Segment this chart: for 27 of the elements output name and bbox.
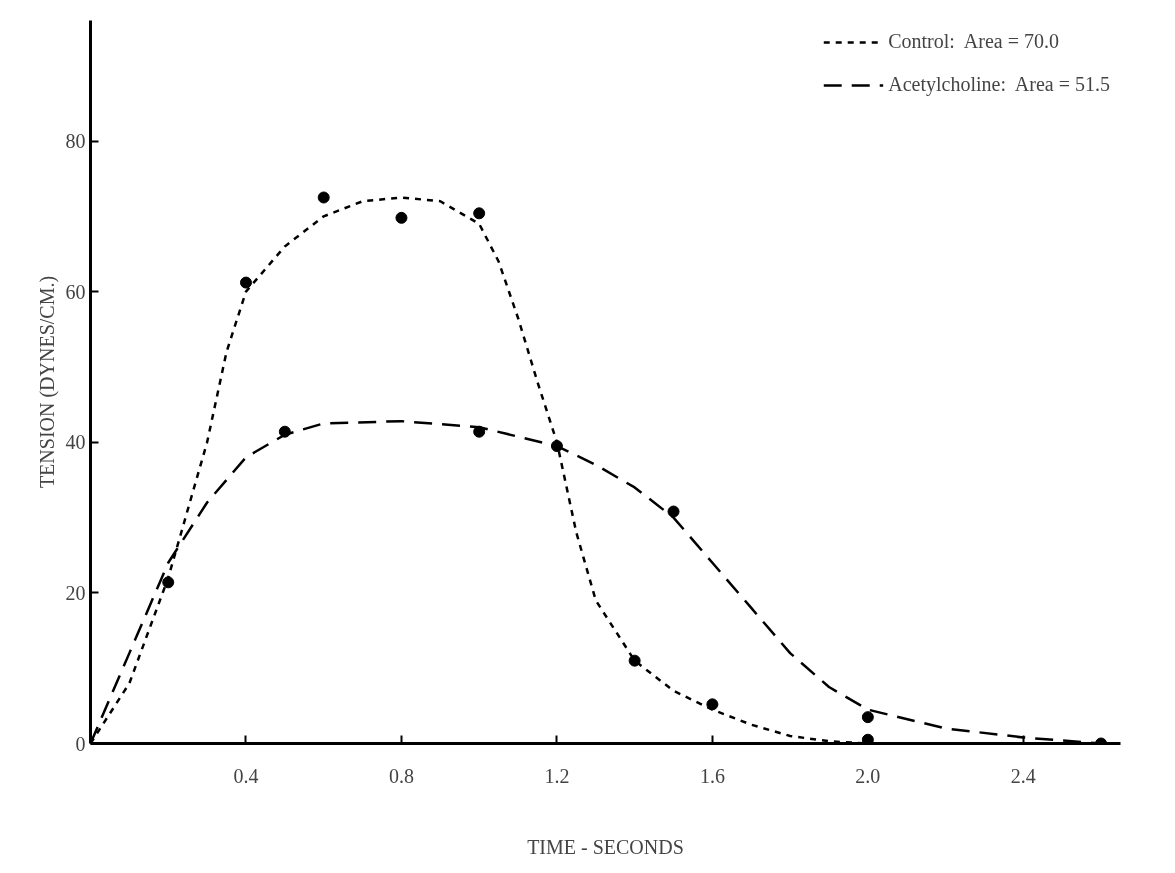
y-axis-title: TENSION (DYNES/CM.) [35,275,59,489]
point [473,425,486,438]
y-tick-label: 20 [65,581,86,604]
point [667,505,680,518]
x-tick-label: 2.4 [1010,764,1036,787]
point [706,698,719,711]
point [395,211,408,224]
x-tick-label: 0.8 [388,764,414,787]
point [550,440,563,452]
y-tick-label: 60 [65,280,86,303]
legend-label: Acetylcholine: Area = 51.5 [888,73,1110,96]
y-tick-label: 0 [75,732,86,755]
x-tick-label: 2.0 [855,764,881,787]
x-axis-title: TIME - SECONDS [527,835,684,858]
point [861,711,874,724]
point [278,425,291,438]
x-tick-label: 0.4 [233,764,259,787]
y-tick-label: 40 [65,431,86,454]
point [317,191,330,204]
point [162,576,175,589]
point [628,654,641,667]
x-tick-label: 1.6 [699,764,725,787]
legend-label: Control: Area = 70.0 [888,30,1059,53]
x-tick-label: 1.2 [544,764,570,787]
point [239,276,252,289]
y-tick-label: 80 [65,130,86,152]
point [473,207,486,220]
